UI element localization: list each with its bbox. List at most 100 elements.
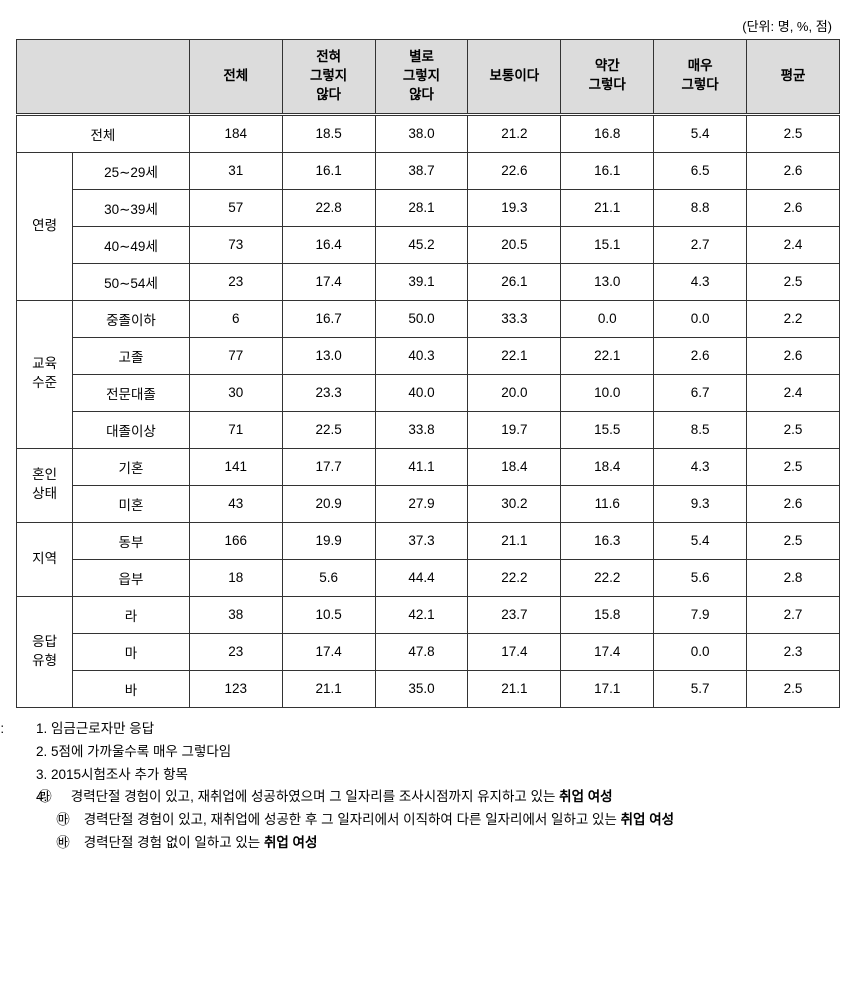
- note-ma-bold: 취업 여성: [621, 812, 674, 827]
- cell: 22.2: [561, 559, 654, 596]
- cell: 38.0: [375, 114, 468, 152]
- cell: 35.0: [375, 670, 468, 707]
- cell: 2.4: [747, 226, 840, 263]
- cell: 6.7: [654, 374, 747, 411]
- row-label: 라: [73, 596, 190, 633]
- circle-ma-icon: ㉲: [64, 809, 80, 832]
- cell: 37.3: [375, 522, 468, 559]
- cell: 0.0: [561, 300, 654, 337]
- cell: 141: [189, 448, 282, 485]
- cell: 30.2: [468, 485, 561, 522]
- cell: 6.5: [654, 152, 747, 189]
- cell: 16.1: [282, 152, 375, 189]
- group-label: 지역: [17, 522, 73, 596]
- cell: 20.9: [282, 485, 375, 522]
- cell: 40.0: [375, 374, 468, 411]
- row-label: 25∼29세: [73, 152, 190, 189]
- row-label: 마: [73, 633, 190, 670]
- header-col2: 별로 그렇지 않다: [375, 40, 468, 115]
- note-ba-text: 경력단절 경험 없이 일하고 있는: [80, 835, 264, 850]
- circle-ba-icon: ㉳: [64, 832, 80, 855]
- circle-ra-icon: ㉱: [51, 786, 67, 809]
- row-total: 전체18418.538.021.216.85.42.5: [17, 114, 840, 152]
- table-body: 전체18418.538.021.216.85.42.5연령25∼29세3116.…: [17, 114, 840, 707]
- row-label: 중졸이하: [73, 300, 190, 337]
- cell: 57: [189, 189, 282, 226]
- cell: 21.1: [468, 522, 561, 559]
- cell: 21.2: [468, 114, 561, 152]
- cell: 43: [189, 485, 282, 522]
- cell: 0.0: [654, 300, 747, 337]
- cell: 10.0: [561, 374, 654, 411]
- table-row: 50∼54세2317.439.126.113.04.32.5: [17, 263, 840, 300]
- note-prefix: 주:: [16, 718, 36, 741]
- cell: 13.0: [561, 263, 654, 300]
- cell: 44.4: [375, 559, 468, 596]
- cell: 15.1: [561, 226, 654, 263]
- cell: 5.7: [654, 670, 747, 707]
- note-2: 2. 5점에 가까울수록 매우 그렇다임: [16, 741, 840, 764]
- cell: 7.9: [654, 596, 747, 633]
- cell: 41.1: [375, 448, 468, 485]
- cell: 15.5: [561, 411, 654, 448]
- notes: 주:1. 임금근로자만 응답 2. 5점에 가까울수록 매우 그렇다임 3. 2…: [16, 718, 840, 856]
- note-ba-bold: 취업 여성: [264, 835, 317, 850]
- cell: 9.3: [654, 485, 747, 522]
- header-col5: 매우 그렇다: [654, 40, 747, 115]
- table-row: 고졸7713.040.322.122.12.62.6: [17, 337, 840, 374]
- cell: 0.0: [654, 633, 747, 670]
- table-row: 40∼49세7316.445.220.515.12.72.4: [17, 226, 840, 263]
- row-label: 전문대졸: [73, 374, 190, 411]
- table-row: 30∼39세5722.828.119.321.18.82.6: [17, 189, 840, 226]
- cell: 2.5: [747, 114, 840, 152]
- note-1: 주:1. 임금근로자만 응답: [16, 718, 840, 741]
- cell: 17.1: [561, 670, 654, 707]
- cell: 22.8: [282, 189, 375, 226]
- note-ra-bold: 취업 여성: [559, 789, 612, 804]
- cell: 2.2: [747, 300, 840, 337]
- table-row: 응답 유형라3810.542.123.715.87.92.7: [17, 596, 840, 633]
- cell: 30: [189, 374, 282, 411]
- table-row: 혼인 상태기혼14117.741.118.418.44.32.5: [17, 448, 840, 485]
- table-row: 바12321.135.021.117.15.72.5: [17, 670, 840, 707]
- cell: 33.8: [375, 411, 468, 448]
- table-row: 미혼4320.927.930.211.69.32.6: [17, 485, 840, 522]
- cell: 10.5: [282, 596, 375, 633]
- table-row: 읍부185.644.422.222.25.62.8: [17, 559, 840, 596]
- cell: 19.7: [468, 411, 561, 448]
- note-4: 4. ㉱ 경력단절 경험이 있고, 재취업에 성공하였으며 그 일자리를 조사시…: [16, 786, 840, 809]
- note-ma: ㉲ 경력단절 경험이 있고, 재취업에 성공한 후 그 일자리에서 이직하여 다…: [16, 809, 840, 832]
- cell: 18: [189, 559, 282, 596]
- row-label: 바: [73, 670, 190, 707]
- cell: 22.2: [468, 559, 561, 596]
- cell: 50.0: [375, 300, 468, 337]
- cell: 18.4: [561, 448, 654, 485]
- cell: 11.6: [561, 485, 654, 522]
- table-row: 연령25∼29세3116.138.722.616.16.52.6: [17, 152, 840, 189]
- cell: 2.5: [747, 522, 840, 559]
- row-label: 50∼54세: [73, 263, 190, 300]
- cell: 5.4: [654, 522, 747, 559]
- cell: 31: [189, 152, 282, 189]
- data-table: 전체 전혀 그렇지 않다 별로 그렇지 않다 보통이다 약간 그렇다 매우 그렇…: [16, 39, 840, 708]
- row-label: 동부: [73, 522, 190, 559]
- header-row: 전체 전혀 그렇지 않다 별로 그렇지 않다 보통이다 약간 그렇다 매우 그렇…: [17, 40, 840, 115]
- group-label: 응답 유형: [17, 596, 73, 707]
- cell: 47.8: [375, 633, 468, 670]
- cell: 2.6: [747, 337, 840, 374]
- cell: 33.3: [468, 300, 561, 337]
- table-row: 마2317.447.817.417.40.02.3: [17, 633, 840, 670]
- row-label: 미혼: [73, 485, 190, 522]
- cell: 19.3: [468, 189, 561, 226]
- cell: 17.4: [468, 633, 561, 670]
- cell: 2.5: [747, 263, 840, 300]
- cell: 184: [189, 114, 282, 152]
- cell: 22.1: [468, 337, 561, 374]
- cell: 27.9: [375, 485, 468, 522]
- row-label: 기혼: [73, 448, 190, 485]
- row-label: 고졸: [73, 337, 190, 374]
- table-row: 교육 수준중졸이하616.750.033.30.00.02.2: [17, 300, 840, 337]
- row-label: 읍부: [73, 559, 190, 596]
- cell: 22.5: [282, 411, 375, 448]
- table-row: 지역동부16619.937.321.116.35.42.5: [17, 522, 840, 559]
